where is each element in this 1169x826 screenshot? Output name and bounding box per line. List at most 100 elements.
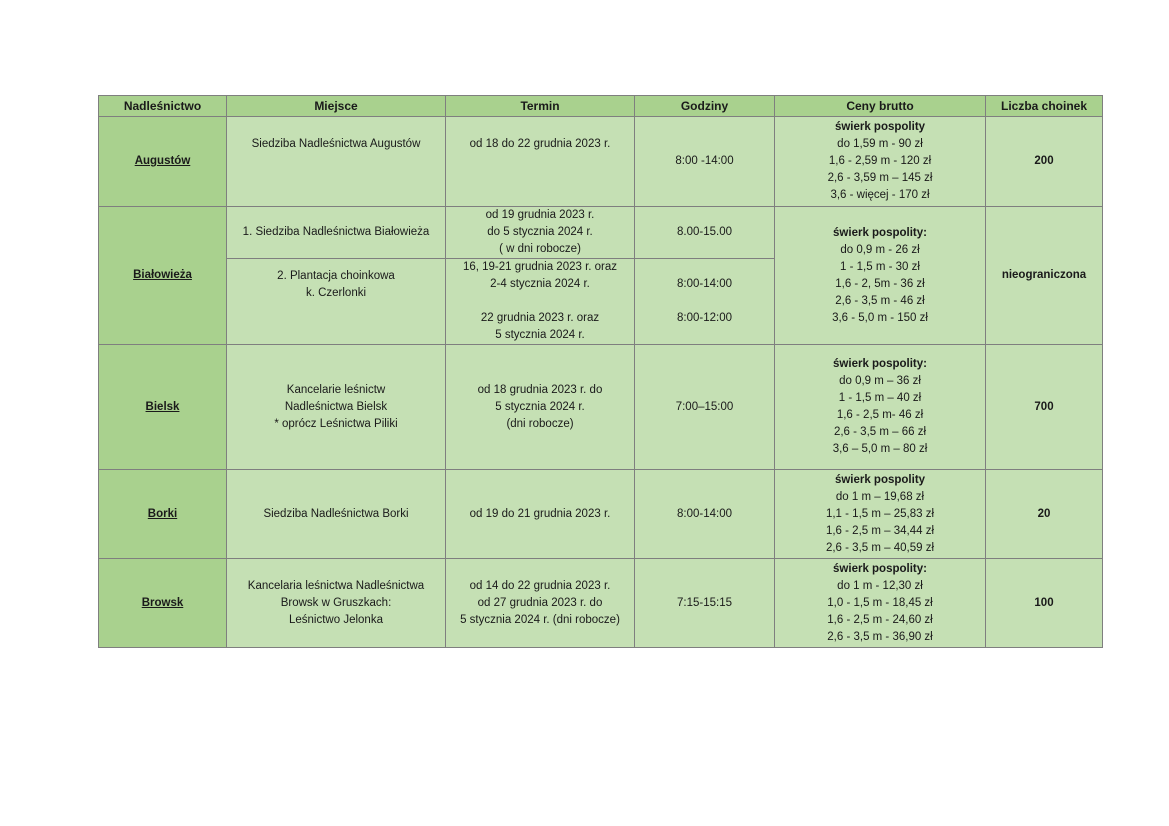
- termin-line: od 14 do 22 grudnia 2023 r.: [469, 579, 611, 592]
- termin-cell: od 18 do 22 grudnia 2023 r.: [445, 116, 635, 207]
- header-ceny-brutto: Ceny brutto: [774, 95, 986, 117]
- ceny-cell: świerk pospolity do 1,59 m - 90 zł 1,6 - 2…: [774, 116, 986, 207]
- header-godziny: Godziny: [634, 95, 775, 117]
- liczba-choinek-cell: nieograniczona: [985, 206, 1103, 345]
- header-termin: Termin: [445, 95, 635, 117]
- miejsce-line: Kancelarie leśnictw: [286, 383, 386, 396]
- nadlesnictwo-link[interactable]: Białowieża: [133, 269, 192, 281]
- miejsce-line: [229, 319, 443, 336]
- price-line: świerk pospolity:: [833, 562, 927, 575]
- termin-cell: od 19 do 21 grudnia 2023 r.: [445, 469, 635, 559]
- header-nadlesnictwo: Nadleśnictwo: [98, 95, 227, 117]
- godziny-line: [637, 293, 772, 310]
- table-row: Białowieża 1. Siedziba Nadleśnictwa Biało…: [98, 206, 1103, 345]
- tree-count: 100: [1034, 596, 1054, 609]
- liczba-choinek-cell: 100: [985, 558, 1103, 648]
- miejsce-line: 2. Plantacja choinkowa: [277, 269, 395, 282]
- miejsce-line: [229, 302, 443, 319]
- tree-count: 200: [1034, 155, 1054, 167]
- miejsce-line: Siedziba Nadleśnictwa Augustów: [251, 138, 421, 150]
- termin-line: ( w dni robocze): [499, 243, 581, 255]
- termin-cell: od 19 grudnia 2023 r. do 5 stycznia 2024 …: [445, 206, 635, 259]
- termin-line: (dni robocze): [506, 417, 574, 430]
- miejsce-line: Leśnictwo Jelonka: [289, 613, 383, 626]
- miejsce-line: * oprócz Leśnictwa Piliki: [274, 417, 398, 430]
- nadlesnictwo-cell: Bielsk: [98, 344, 227, 470]
- termin-line: od 27 grudnia 2023 r. do: [477, 596, 603, 609]
- price-line: 3,6 – 5,0 m – 80 zł: [832, 443, 928, 455]
- price-line: 2,6 - 3,59 m – 145 zł: [827, 172, 933, 184]
- price-line: 1,6 - 2,59 m - 120 zł: [828, 155, 932, 167]
- miejsce-cell: Siedziba Nadleśnictwa Augustów: [226, 116, 446, 207]
- ceny-cell: świerk pospolity: do 1 m - 12,30 zł 1,0 - …: [774, 558, 986, 648]
- header-miejsce: Miejsce: [226, 95, 446, 117]
- termin-line: [448, 153, 632, 170]
- miejsce-line: Browsk w Gruszkach:: [280, 596, 392, 609]
- termin-line: od 19 do 21 grudnia 2023 r.: [469, 507, 611, 520]
- price-line: do 1 m – 19,68 zł: [835, 490, 925, 503]
- godziny-cell: 7:00–15:00: [634, 344, 775, 470]
- miejsce-line: 1. Siedziba Nadleśnictwa Białowieża: [242, 226, 430, 238]
- price-line: 1 - 1,5 m – 40 zł: [838, 392, 922, 404]
- miejsce-line: [229, 153, 443, 170]
- termin-line: 5 stycznia 2024 r.: [495, 329, 585, 341]
- price-line: 3,6 - więcej - 170 zł: [830, 189, 930, 201]
- godziny-line: [637, 327, 772, 344]
- termin-line: 5 stycznia 2024 r.: [495, 400, 585, 413]
- nadlesnictwo-link[interactable]: Bielsk: [145, 400, 180, 413]
- price-line: do 0,9 m - 26 zł: [840, 243, 920, 256]
- termin-line: 22 grudnia 2023 r. oraz: [480, 312, 600, 324]
- godziny-line: 8:00-12:00: [677, 312, 732, 324]
- termin-line: od 19 grudnia 2023 r.: [485, 209, 595, 221]
- price-line: 1 - 1,5 m - 30 zł: [840, 260, 920, 273]
- ceny-cell: świerk pospolity do 1 m – 19,68 zł 1,1 - 1…: [774, 469, 986, 559]
- godziny-line: 8.00-15.00: [677, 226, 732, 238]
- price-line: 1,6 - 2, 5m - 36 zł: [835, 277, 925, 290]
- price-line: świerk pospolity:: [833, 358, 927, 370]
- nadlesnictwo-cell: Borki: [98, 469, 227, 559]
- price-line: 2,6 - 3,5 m - 46 zł: [835, 294, 925, 307]
- termin-line: 5 stycznia 2024 r. (dni robocze): [460, 613, 620, 626]
- christmas-tree-sales-table: Nadleśnictwo Miejsce Termin Godziny Ceny bru…: [98, 95, 1103, 648]
- godziny-line: 7:15-15:15: [677, 596, 732, 609]
- godziny-line: 8:00-14:00: [677, 507, 732, 520]
- nadlesnictwo-link[interactable]: Browsk: [141, 596, 184, 609]
- price-line: świerk pospolity:: [833, 226, 927, 239]
- miejsce-line: Nadleśnictwa Bielsk: [284, 400, 388, 413]
- tree-count: nieograniczona: [1001, 269, 1087, 281]
- termin-line: do 5 stycznia 2024 r.: [487, 226, 593, 238]
- miejsce-cell: Kancelarie leśnictw Nadleśnictwa Bielsk * …: [226, 344, 446, 470]
- table-row: 2. Plantacja choinkowa k. Czerlonki 16, 19…: [99, 258, 1103, 345]
- godziny-cell: 8:00-14:00: [634, 469, 775, 559]
- termin-cell: od 14 do 22 grudnia 2023 r. od 27 grudnia…: [445, 558, 635, 648]
- table-row: Augustów Siedziba Nadleśnictwa Augustów od…: [98, 116, 1103, 207]
- price-line: 1,1 - 1,5 m – 25,83 zł: [825, 507, 935, 520]
- godziny-cell: 7:15-15:15: [634, 558, 775, 648]
- price-line: do 1,59 m - 90 zł: [837, 138, 923, 150]
- price-line: 1,6 - 2,5 m – 34,44 zł: [825, 524, 935, 537]
- price-line: 1,6 - 2,5 m - 24,60 zł: [827, 613, 933, 626]
- miejsce-line: [229, 170, 443, 187]
- godziny-line: 8:00-14:00: [677, 278, 732, 290]
- nadlesnictwo-cell: Augustów: [98, 116, 227, 207]
- godziny-cell: 8:00 -14:00: [634, 116, 775, 207]
- nadlesnictwo-link[interactable]: Augustów: [134, 155, 191, 167]
- ceny-cell: świerk pospolity: do 0,9 m - 26 zł 1 - 1,5…: [774, 206, 986, 345]
- price-line: 1,6 - 2,5 m- 46 zł: [836, 409, 924, 421]
- godziny-line: 7:00–15:00: [675, 400, 734, 413]
- ceny-cell: świerk pospolity: do 0,9 m – 36 zł 1 - 1,5…: [774, 344, 986, 470]
- price-line: 2,6 - 3,5 m - 36,90 zł: [827, 630, 933, 643]
- termin-line: [448, 293, 632, 310]
- termin-cell: 16, 19-21 grudnia 2023 r. oraz 2-4 styczn…: [445, 258, 635, 345]
- godziny-cell: 8.00-15.00: [634, 206, 775, 259]
- price-line: do 1 m - 12,30 zł: [837, 579, 923, 592]
- nadlesnictwo-link[interactable]: Borki: [147, 507, 178, 520]
- termin-line: 16, 19-21 grudnia 2023 r. oraz: [462, 261, 618, 273]
- price-line: do 0,9 m – 36 zł: [839, 375, 921, 387]
- miejsce-line: k. Czerlonki: [305, 286, 367, 299]
- godziny-line: [637, 259, 772, 276]
- liczba-choinek-cell: 200: [985, 116, 1103, 207]
- tree-count: 20: [1037, 507, 1051, 520]
- nadlesnictwo-cell: Browsk: [98, 558, 227, 648]
- miejsce-cell: Siedziba Nadleśnictwa Borki: [226, 469, 446, 559]
